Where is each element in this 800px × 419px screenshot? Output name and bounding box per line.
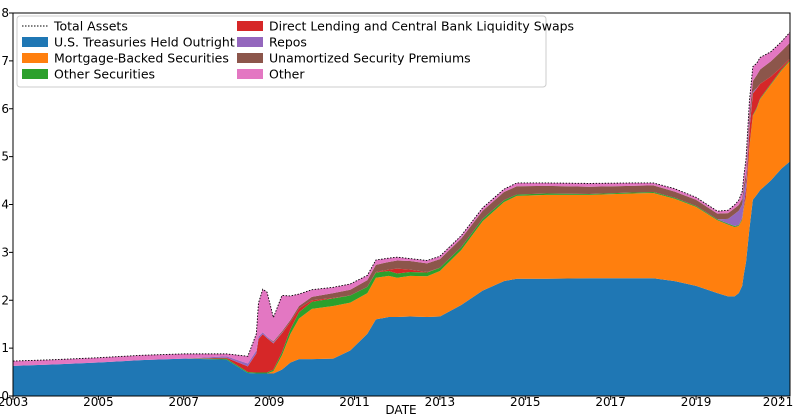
x-tick-label: 2013 xyxy=(425,395,456,409)
legend-label: Repos xyxy=(269,35,307,50)
x-tick-label: 2015 xyxy=(510,395,541,409)
y-tick-label: 5 xyxy=(1,150,9,164)
legend-label: U.S. Treasuries Held Outright xyxy=(54,35,235,50)
y-tick-label: 1 xyxy=(1,341,9,355)
legend-swatch xyxy=(22,69,48,79)
x-axis: 2003 2005 2007 2009 2011 2013 2015 2017 2019 2021 xyxy=(0,395,793,409)
x-tick-label: 2003 xyxy=(0,395,28,409)
legend-label: Unamortized Security Premiums xyxy=(269,51,471,66)
y-tick-label: 3 xyxy=(1,245,9,259)
legend-box xyxy=(16,15,547,88)
legend-label: Mortgage-Backed Securities xyxy=(54,51,229,66)
legend-label: Total Assets xyxy=(53,19,128,34)
legend-swatch xyxy=(237,69,263,79)
x-tick-label: 2009 xyxy=(254,395,285,409)
x-tick-label: 2017 xyxy=(595,395,626,409)
x-tick-label: 2007 xyxy=(168,395,199,409)
y-tick-label: 2 xyxy=(1,293,9,307)
x-tick-label: 2019 xyxy=(681,395,712,409)
legend-swatch xyxy=(22,53,48,63)
x-tick-label: 2005 xyxy=(83,395,114,409)
legend-label: Direct Lending and Central Bank Liquidit… xyxy=(269,19,574,34)
legend-label: Other Securities xyxy=(54,67,155,82)
legend-swatch xyxy=(237,37,263,47)
y-axis: 0 1 2 3 4 5 6 7 8 xyxy=(1,6,13,403)
x-tick-label: 2021 xyxy=(763,395,794,409)
area-series-0 xyxy=(13,161,790,396)
y-tick-label: 8 xyxy=(1,6,9,20)
x-axis-title: DATE xyxy=(385,403,416,417)
legend-swatch xyxy=(237,21,263,31)
area-series-1 xyxy=(13,60,790,374)
x-tick-label: 2011 xyxy=(339,395,370,409)
y-tick-label: 0 xyxy=(1,389,9,403)
legend-label: Other xyxy=(269,67,305,82)
y-tick-label: 6 xyxy=(1,102,9,116)
y-tick-label: 4 xyxy=(1,198,9,212)
y-tick-label: 7 xyxy=(1,54,9,68)
stacked-areas xyxy=(13,32,790,396)
legend-swatch xyxy=(237,53,263,63)
legend-swatch xyxy=(22,37,48,47)
